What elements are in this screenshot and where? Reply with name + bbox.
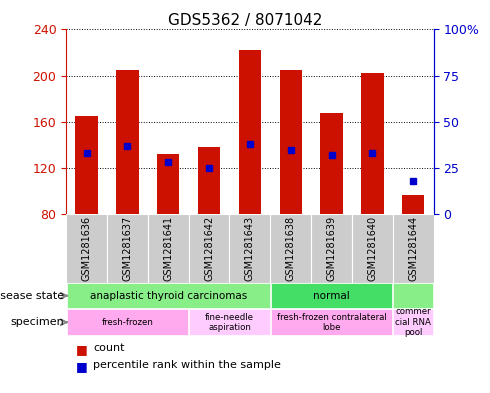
- Bar: [393, 309, 433, 336]
- Bar: [189, 309, 270, 336]
- Text: commer
cial RNA
pool: commer cial RNA pool: [395, 307, 431, 337]
- Bar: [270, 214, 311, 283]
- Text: GSM1281636: GSM1281636: [81, 216, 92, 281]
- Bar: [148, 214, 189, 283]
- Bar: [361, 73, 384, 214]
- Text: GSM1281642: GSM1281642: [204, 216, 214, 281]
- Bar: [67, 309, 188, 336]
- Bar: [311, 214, 352, 283]
- Bar: [393, 214, 434, 283]
- Bar: [402, 195, 424, 214]
- Text: fresh-frozen contralateral
lobe: fresh-frozen contralateral lobe: [277, 312, 387, 332]
- Text: GSM1281643: GSM1281643: [245, 216, 255, 281]
- Bar: [198, 147, 220, 214]
- Bar: [270, 309, 392, 336]
- Text: percentile rank within the sample: percentile rank within the sample: [93, 360, 281, 369]
- Text: normal: normal: [313, 291, 350, 301]
- Text: ■: ■: [76, 343, 88, 356]
- Bar: [116, 70, 139, 214]
- Text: GSM1281638: GSM1281638: [286, 216, 296, 281]
- Bar: [320, 112, 343, 214]
- Text: GSM1281640: GSM1281640: [368, 216, 377, 281]
- Bar: [229, 214, 270, 283]
- Text: specimen: specimen: [10, 317, 64, 327]
- Bar: [67, 283, 270, 308]
- Bar: [75, 116, 98, 214]
- Text: anaplastic thyroid carcinomas: anaplastic thyroid carcinomas: [90, 291, 247, 301]
- Text: GSM1281637: GSM1281637: [122, 216, 132, 281]
- Text: fine-needle
aspiration: fine-needle aspiration: [205, 312, 254, 332]
- Text: GDS5362 / 8071042: GDS5362 / 8071042: [168, 13, 322, 28]
- Bar: [239, 50, 261, 214]
- Text: fresh-frozen: fresh-frozen: [101, 318, 153, 327]
- Text: GSM1281639: GSM1281639: [326, 216, 337, 281]
- Text: disease state: disease state: [0, 291, 64, 301]
- Bar: [189, 214, 229, 283]
- Text: ■: ■: [76, 360, 88, 373]
- Bar: [157, 154, 179, 214]
- Text: GSM1281644: GSM1281644: [408, 216, 418, 281]
- Text: count: count: [93, 343, 124, 353]
- Bar: [66, 214, 107, 283]
- Bar: [270, 283, 392, 308]
- Bar: [107, 214, 148, 283]
- Text: GSM1281641: GSM1281641: [163, 216, 173, 281]
- Bar: [393, 283, 433, 308]
- Bar: [352, 214, 393, 283]
- Bar: [279, 70, 302, 214]
